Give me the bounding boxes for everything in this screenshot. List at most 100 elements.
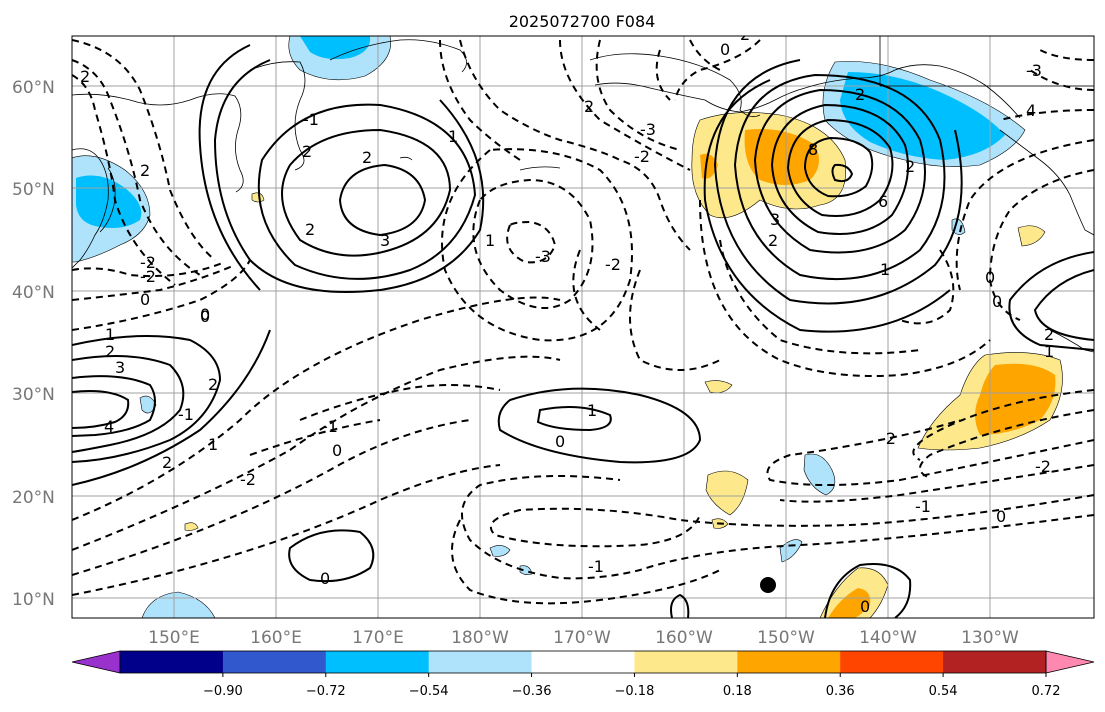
contour-label: 1	[587, 401, 597, 420]
lon-label: 160°W	[655, 628, 713, 648]
contour-label: 2	[362, 148, 372, 167]
contour-label: 0	[996, 507, 1006, 526]
lon-label: 180°W	[451, 628, 509, 648]
colorbar-segment	[634, 651, 738, 673]
map-border	[71, 35, 1095, 619]
contour-label: 0	[992, 292, 1002, 311]
lon-label: 160°E	[250, 628, 302, 648]
contour-label: 1	[485, 231, 495, 250]
colorbar-tick-label: −0.36	[512, 684, 552, 699]
contour-label: 8	[808, 140, 818, 159]
contour-label: -2	[880, 429, 896, 448]
colorbar-segment	[428, 651, 533, 673]
colorbar: −0.90 −0.72 −0.54 −0.36 −0.18 0.18 0.36 0.54 0.7…	[71, 650, 1095, 699]
location-marker	[760, 577, 776, 593]
contour-label: 1	[105, 325, 115, 344]
contour-label: -2	[140, 253, 156, 272]
colorbar-segment	[943, 651, 1047, 673]
contour-label: 2	[855, 85, 865, 104]
contour-label: -1	[915, 497, 931, 516]
contour-label: 2	[302, 142, 312, 161]
colorbar-tick-label: −0.90	[203, 684, 243, 699]
colorbar-extend-high	[1045, 650, 1095, 674]
lat-labels: 60°N 50°N 40°N 30°N 20°N 10°N	[12, 78, 55, 610]
contour-label: -2	[1035, 457, 1051, 476]
contour-label: 2	[140, 161, 150, 180]
lon-label: 150°W	[757, 628, 815, 648]
coastlines	[72, 36, 1094, 353]
shade-pos-small2	[705, 470, 749, 516]
colorbar-tick-label: −0.54	[409, 684, 449, 699]
contour-label: 1	[880, 260, 890, 279]
contour-label: 2	[768, 231, 778, 250]
colorbar-tick-label: 0.72	[1032, 684, 1061, 699]
contour-label: -2	[605, 255, 621, 274]
shade-pos-gulf-orange	[744, 129, 819, 185]
shade-pos-small5	[251, 192, 265, 203]
colorbar-tick-label: 0.18	[723, 684, 752, 699]
contour-label: -1	[178, 405, 194, 424]
lat-label: 40°N	[12, 283, 55, 303]
colorbar-tick-label: 0.54	[929, 684, 958, 699]
contour-label: 0	[985, 268, 995, 287]
contour-label: 0	[720, 40, 730, 59]
contour-label: -3	[640, 120, 656, 139]
shade-neg-north-dark	[300, 36, 371, 60]
shade-pos-small6	[184, 522, 199, 531]
contour-label: 3	[770, 210, 780, 229]
colorbar-extend-low	[71, 650, 121, 674]
lat-label: 30°N	[12, 385, 55, 405]
contour-label: 2	[80, 67, 90, 86]
contour-label: -3	[1026, 61, 1042, 80]
contour-label: 2	[905, 157, 915, 176]
contour-label: 0	[320, 569, 330, 588]
contour-label: 2	[208, 375, 218, 394]
contour-label: 0	[860, 597, 870, 616]
contour-label: 2	[105, 342, 115, 361]
shade-pos-east-orange	[975, 363, 1056, 435]
colorbar-segment	[840, 651, 944, 673]
colorbar-tick-label: −0.18	[615, 684, 655, 699]
colorbar-tick-label: 0.36	[826, 684, 855, 699]
contour-label: 4	[104, 417, 114, 436]
shade-pos-small4	[1017, 225, 1046, 247]
contour-label-layer: 2 2 -2 -2 0 1 2 3 4 0 2 -1 1 2 -2 -1 0 -…	[80, 25, 1054, 616]
contour-lines-dashed	[72, 39, 1094, 605]
contour-label: -2	[634, 147, 650, 166]
lat-label: 60°N	[12, 78, 55, 98]
contour-label: 3	[380, 231, 390, 250]
colorbar-segment	[531, 651, 635, 673]
contour-label: 1	[208, 435, 218, 454]
contour-label: -1	[303, 110, 319, 129]
lon-label: 150°E	[148, 628, 200, 648]
colorbar-segment	[737, 651, 841, 673]
lat-label: 10°N	[12, 590, 55, 610]
colorbar-tick-label: −0.72	[306, 684, 346, 699]
contour-label: 0	[555, 432, 565, 451]
colorbar-border	[119, 650, 1047, 674]
contour-label: 1	[448, 127, 458, 146]
contour-label: 2	[1044, 325, 1054, 344]
lon-labels: 150°E 160°E 170°E 180°W 170°W 160°W 150°…	[148, 628, 1019, 648]
contour-lines	[72, 44, 1094, 618]
shade-neg-small4	[489, 545, 511, 557]
contour-label: 0	[200, 307, 210, 326]
lat-label: 20°N	[12, 488, 55, 508]
contour-label: 0	[140, 290, 150, 309]
contour-label: -2	[240, 470, 256, 489]
lat-label: 50°N	[12, 180, 55, 200]
lon-label: 170°E	[352, 628, 404, 648]
colorbar-segment	[325, 651, 430, 673]
map-title: 2025072700 F084	[509, 12, 656, 31]
shade-pos-south-orange	[828, 588, 871, 618]
colorbar-segment	[120, 651, 224, 673]
contour-label: 3	[115, 358, 125, 377]
contour-label: 6	[878, 192, 888, 211]
shade-neg-nw-dark	[76, 175, 142, 228]
contour-label: 2	[740, 25, 750, 44]
contour-label: -1	[588, 557, 604, 576]
contour-label: -2	[140, 267, 156, 286]
contour-label: -1	[322, 417, 338, 436]
contour-label: 0	[200, 305, 210, 324]
lon-label: 130°W	[961, 628, 1019, 648]
